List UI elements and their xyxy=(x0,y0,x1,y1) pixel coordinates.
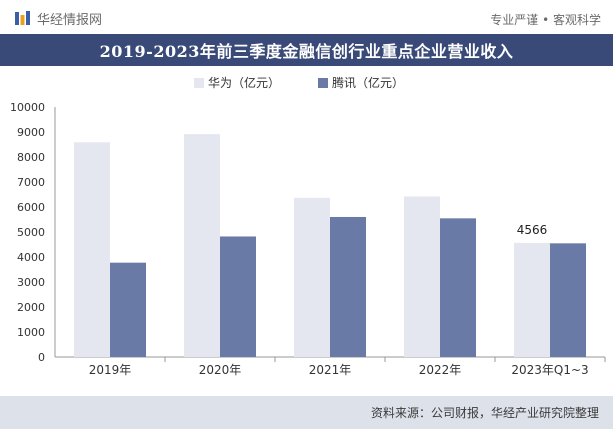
y-tick-label: 4000 xyxy=(17,251,45,264)
bar-tencent xyxy=(440,218,476,357)
brand-name: 华经情报网 xyxy=(37,13,103,28)
data-label: 4566 xyxy=(517,223,548,237)
bar-huawei xyxy=(404,196,440,357)
x-tick-label: 2020年 xyxy=(199,363,242,377)
bar-huawei xyxy=(184,134,220,357)
y-tick-label: 6000 xyxy=(17,201,45,214)
bar-chart: 华为（亿元） 腾讯（亿元） 0 1000 2000 3000 4000 5000 6000 700… xyxy=(10,75,606,377)
y-tick-label: 1000 xyxy=(17,326,45,339)
title-bar: 2019-2023年前三季度金融信创行业重点企业营业收入 xyxy=(0,34,613,66)
x-tick-label: 2022年 xyxy=(419,363,462,377)
legend-label: 腾讯（亿元） xyxy=(332,75,404,90)
bar-huawei xyxy=(74,142,110,357)
footer-bar: 资料来源：公司财报，华经产业研究院整理 xyxy=(0,396,613,429)
hj-logo-icon xyxy=(15,11,30,25)
legend-swatch xyxy=(194,78,204,88)
slogan: 专业严谨 • 客观科学 xyxy=(490,13,601,27)
x-tick-label: 2019年 xyxy=(89,363,132,377)
bar-huawei xyxy=(294,197,330,357)
y-tick-label: 3000 xyxy=(17,276,45,289)
source-note: 资料来源：公司财报，华经产业研究院整理 xyxy=(370,406,599,420)
chart-area: 华为（亿元） 腾讯（亿元） 0 1000 2000 3000 4000 5000 6000 700… xyxy=(0,66,613,396)
x-tick-label: 2023年Q1~3 xyxy=(511,363,588,377)
bar-huawei xyxy=(514,242,550,357)
chart-title: 2019-2023年前三季度金融信创行业重点企业营业收入 xyxy=(99,42,514,61)
legend-swatch xyxy=(318,78,328,88)
y-tick-label: 8000 xyxy=(17,151,45,164)
bar-tencent xyxy=(220,236,256,357)
y-tick-label: 9000 xyxy=(17,126,45,139)
bar-tencent xyxy=(330,216,366,357)
y-tick-label: 10000 xyxy=(10,101,45,114)
legend-label: 华为（亿元） xyxy=(208,75,280,90)
top-bar: 华经情报网 专业严谨 • 客观科学 xyxy=(0,0,613,34)
bar-tencent xyxy=(550,243,586,357)
x-tick-label: 2021年 xyxy=(309,363,352,377)
bar-tencent xyxy=(110,262,146,357)
y-tick-label: 7000 xyxy=(17,176,45,189)
y-tick-label: 5000 xyxy=(17,226,45,239)
y-tick-label: 0 xyxy=(38,351,45,364)
y-tick-label: 2000 xyxy=(17,301,45,314)
brand: 华经情报网 xyxy=(14,9,102,28)
